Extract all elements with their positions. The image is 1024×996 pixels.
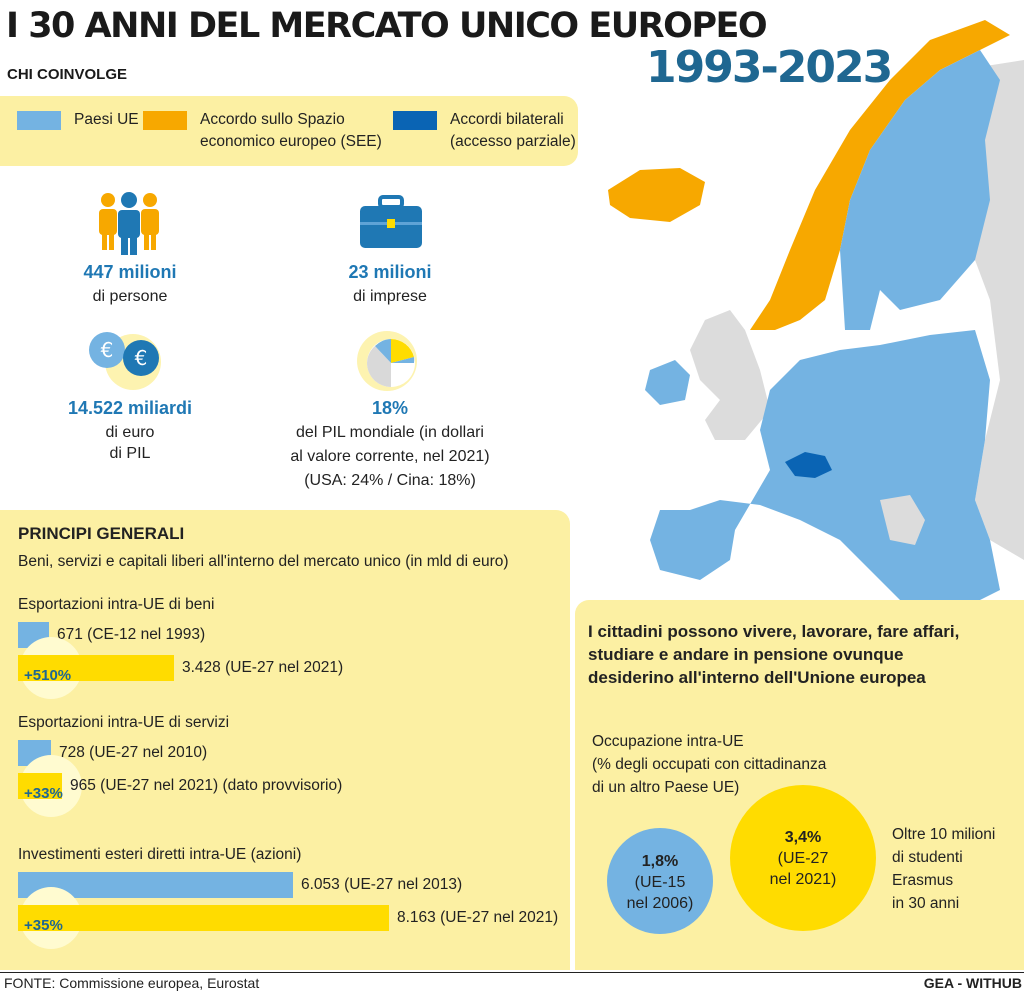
legend: Paesi UE Accordo sullo Spazio economico … [0,96,578,166]
bubble-2021-value: 3,4% [784,829,822,846]
legend-swatch-eea [143,111,187,130]
employment-label-1: Occupazione intra-UE [592,733,744,750]
gdp-value: 14.522 miliardi [67,398,193,418]
svg-text:€: € [135,346,148,370]
pie-chart-icon [357,331,417,391]
change-label-2: +35% [24,917,63,934]
citizens-headline-3: desiderino all'interno dell'Unione europ… [588,668,926,687]
bubble-2021-line-1: (UE-27 [777,850,829,867]
euro-coins-icon: € € [89,332,161,390]
legend-label-eea-2: economico europeo (SEE) [200,133,382,150]
erasmus-line-3: Erasmus [892,872,954,889]
people-caption: di persone [92,288,168,305]
principles-panel [0,510,570,970]
svg-text:€: € [101,338,114,362]
bar-label-0-0: 671 (CE-12 nel 1993) [57,626,206,643]
footer [0,972,1024,996]
principles-title: PRINCIPI GENERALI [18,524,185,543]
bar-label-0-1: 3.428 (UE-27 nel 2021) [182,659,344,676]
bar-0-1 [18,655,174,681]
legend-label-bilateral-1: Accordi bilaterali [450,111,564,128]
footer-source: FONTE: Commissione europea, Eurostat [4,975,260,991]
erasmus-line-4: in 30 anni [892,895,960,912]
people-value: 447 milioni [83,262,177,282]
world-share-caption-2: al valore corrente, nel 2021) [290,448,490,465]
gdp-caption-1: di euro [105,424,155,441]
briefcase-icon [360,195,422,248]
bubble-2006-line-2: nel 2006) [626,895,694,912]
page-subtitle: CHI COINVOLGE [7,66,128,83]
bar-2-1 [18,905,389,931]
bar-label-2-1: 8.163 (UE-27 nel 2021) [397,909,559,926]
legend-swatch-bilateral [393,111,437,130]
erasmus-line-2: di studenti [892,849,963,866]
world-share-caption-1: del PIL mondiale (in dollari [296,424,484,441]
gdp-caption-2: di PIL [109,445,151,462]
employment-label-2: (% degli occupati con cittadinanza [592,756,827,773]
group-title-2: Investimenti esteri diretti intra-UE (az… [18,846,302,863]
page-title: I 30 ANNI DEL MERCATO UNICO EUROPEO [6,6,768,46]
change-label-1: +33% [24,785,63,802]
people-icon [99,192,159,255]
citizens-headline-1: I cittadini possono vivere, lavorare, fa… [588,622,960,641]
bubble-2006-line-1: (UE-15 [634,874,686,891]
citizens-headline-2: studiare e andare in pensione ovunque [588,645,904,664]
bar-1-1 [18,773,62,799]
employment-bubble-2006: 1,8% (UE-15 nel 2006) [607,828,713,934]
companies-value: 23 milioni [348,262,432,282]
legend-label-eea-1: Accordo sullo Spazio [200,111,345,128]
legend-swatch-eu [17,111,61,130]
years-label: 1993-2023 [646,42,893,93]
erasmus-line-1: Oltre 10 milioni [892,826,996,843]
principles-subtitle: Beni, servizi e capitali liberi all'inte… [18,553,509,570]
employment-label-3: di un altro Paese UE) [592,779,740,796]
group-title-1: Esportazioni intra-UE di servizi [18,714,230,731]
legend-label-eu: Paesi UE [74,111,139,128]
change-label-0: +510% [24,667,72,684]
world-share-caption-3: (USA: 24% / Cina: 18%) [304,472,476,489]
bar-label-1-1: 965 (UE-27 nel 2021) (dato provvisorio) [70,777,343,794]
bubble-2021-line-2: nel 2021) [769,871,837,888]
employment-bubble-2021: 3,4% (UE-27 nel 2021) [730,785,876,931]
bubble-2006-value: 1,8% [641,853,679,870]
bar-label-1-0: 728 (UE-27 nel 2010) [59,744,208,761]
group-title-0: Esportazioni intra-UE di beni [18,596,215,613]
world-share-value: 18% [371,398,409,418]
bar-label-2-0: 6.053 (UE-27 nel 2013) [301,876,463,893]
footer-credit: GEA - WITHUB [923,975,1022,991]
legend-label-bilateral-2: (accesso parziale) [450,133,576,150]
companies-caption: di imprese [353,288,427,305]
